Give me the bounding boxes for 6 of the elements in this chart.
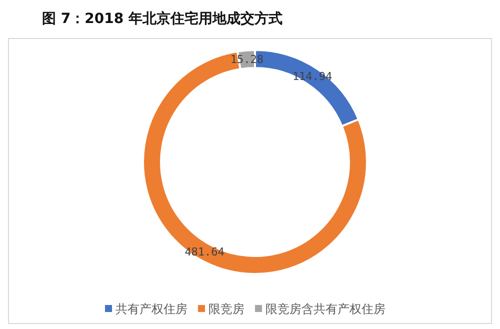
legend-label: 共有产权住房: [116, 302, 188, 316]
chart-title: 图 7：2018 年北京住宅用地成交方式: [41, 10, 284, 29]
data-label: 15.28: [230, 52, 264, 66]
legend-label: 限竞房含共有产权住房: [266, 302, 386, 316]
donut-slice: [142, 50, 368, 275]
legend-label: 限竞房: [208, 302, 244, 316]
